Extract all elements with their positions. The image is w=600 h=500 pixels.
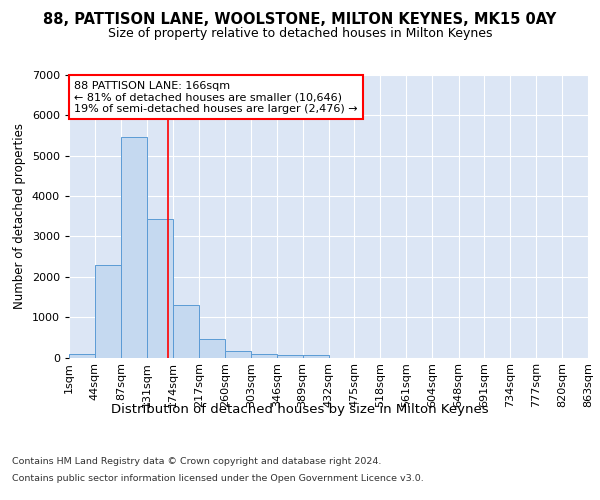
Text: 88 PATTISON LANE: 166sqm
← 81% of detached houses are smaller (10,646)
19% of se: 88 PATTISON LANE: 166sqm ← 81% of detach… (74, 80, 358, 114)
Text: 88, PATTISON LANE, WOOLSTONE, MILTON KEYNES, MK15 0AY: 88, PATTISON LANE, WOOLSTONE, MILTON KEY… (43, 12, 557, 28)
Text: Distribution of detached houses by size in Milton Keynes: Distribution of detached houses by size … (111, 402, 489, 415)
Text: Contains public sector information licensed under the Open Government Licence v3: Contains public sector information licen… (12, 474, 424, 483)
Text: Contains HM Land Registry data © Crown copyright and database right 2024.: Contains HM Land Registry data © Crown c… (12, 458, 382, 466)
Bar (251, 354, 277, 358)
Bar (95, 266, 121, 358)
Bar (69, 354, 95, 358)
Bar (147, 219, 173, 358)
Bar (121, 136, 147, 358)
Bar (225, 351, 251, 358)
Bar (302, 356, 329, 358)
Y-axis label: Number of detached properties: Number of detached properties (13, 123, 26, 309)
Text: Size of property relative to detached houses in Milton Keynes: Size of property relative to detached ho… (108, 28, 492, 40)
Bar (277, 356, 302, 358)
Bar (199, 339, 225, 357)
Bar (173, 306, 199, 358)
